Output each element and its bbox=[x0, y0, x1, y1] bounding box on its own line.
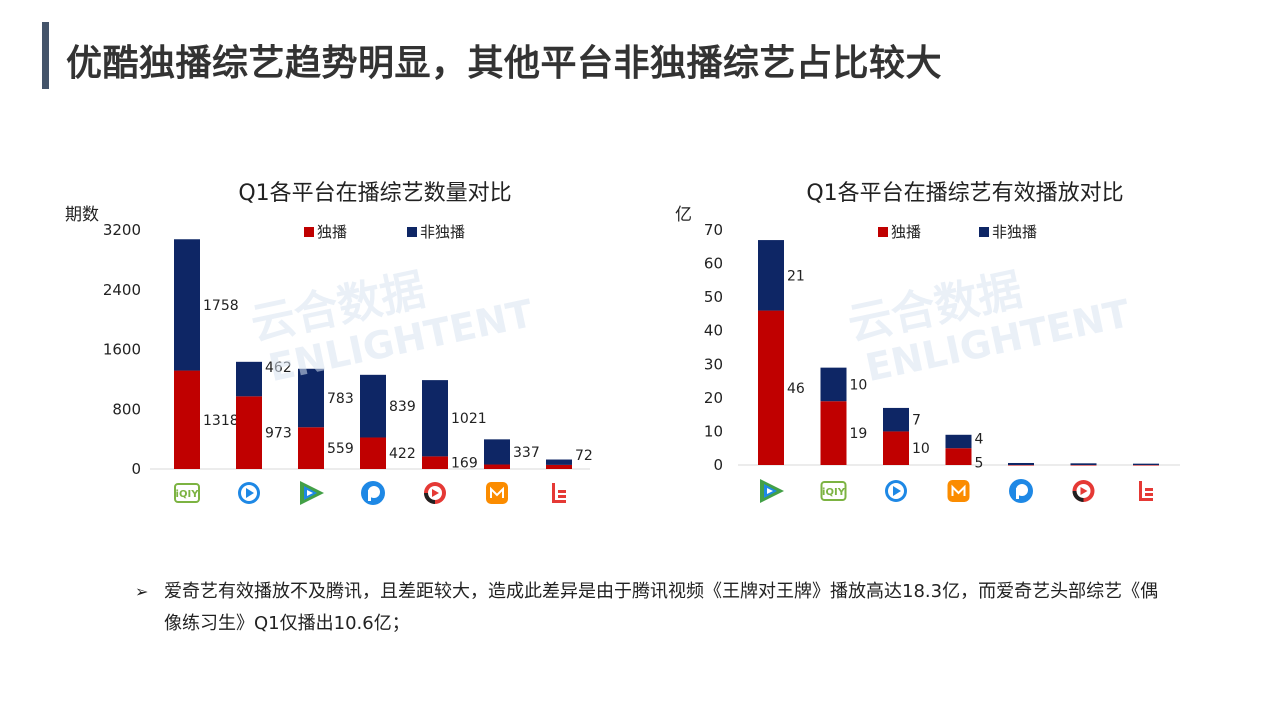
data-label: 19 bbox=[850, 426, 868, 442]
bar-non-exclusive bbox=[1008, 462, 1034, 465]
iqiyi-icon: iQIY bbox=[820, 481, 847, 501]
legend-swatch bbox=[304, 227, 314, 237]
legend-label: 独播 bbox=[317, 223, 347, 241]
bar-non-exclusive bbox=[484, 439, 510, 465]
legend-label: 非独播 bbox=[420, 223, 465, 241]
y-tick-label: 2400 bbox=[103, 281, 141, 299]
chart-title: Q1各平台在播综艺有效播放对比 bbox=[806, 181, 1123, 206]
slide-title: 优酷独播综艺趋势明显，其他平台非独播综艺占比较大 bbox=[66, 43, 943, 84]
data-label: 10 bbox=[850, 377, 868, 393]
y-tick-label: 1600 bbox=[103, 341, 141, 359]
legend-label: 独播 bbox=[891, 223, 921, 241]
legend-swatch bbox=[407, 227, 417, 237]
data-label: 462 bbox=[265, 360, 292, 376]
data-label: 4 bbox=[975, 432, 984, 448]
y-tick-label: 70 bbox=[704, 221, 723, 239]
y-tick-label: 50 bbox=[704, 288, 723, 306]
pptv-icon bbox=[1009, 479, 1033, 503]
letv-icon bbox=[552, 483, 566, 503]
data-label: 839 bbox=[389, 399, 416, 415]
bar-non-exclusive bbox=[945, 434, 972, 449]
y-tick-label: 40 bbox=[704, 322, 723, 340]
y-tick-label: 3200 bbox=[103, 221, 141, 239]
data-label: 7 bbox=[912, 413, 921, 429]
mango-tv-icon bbox=[486, 482, 508, 504]
sohu-video-icon bbox=[1072, 480, 1095, 502]
bar-non-exclusive bbox=[883, 407, 909, 432]
bar-exclusive bbox=[820, 401, 847, 465]
analysis-note: ➢ 爱奇艺有效播放不及腾讯，且差距较大，造成此差异是由于腾讯视频《王牌对王牌》播… bbox=[135, 576, 1165, 640]
bar-non-exclusive bbox=[360, 374, 386, 438]
y-tick-label: 10 bbox=[704, 422, 723, 440]
iqiyi-icon: iQIY bbox=[174, 483, 200, 503]
letv-icon bbox=[1139, 481, 1153, 501]
legend-swatch bbox=[878, 227, 888, 237]
bar-non-exclusive bbox=[1133, 463, 1159, 465]
bar-non-exclusive bbox=[1070, 463, 1097, 465]
tencent-video-icon bbox=[300, 481, 324, 505]
bar-non-exclusive bbox=[174, 239, 200, 371]
bar-non-exclusive bbox=[546, 459, 572, 465]
bar-exclusive bbox=[422, 456, 448, 469]
sohu-video-icon bbox=[424, 482, 446, 504]
data-label: 1318 bbox=[203, 413, 239, 429]
bar-non-exclusive bbox=[820, 367, 847, 402]
y-axis-unit-label: 期数 bbox=[65, 205, 99, 225]
data-label: 422 bbox=[389, 446, 416, 462]
data-label: 973 bbox=[265, 426, 292, 442]
svg-text:iQIY: iQIY bbox=[176, 489, 200, 500]
pptv-icon bbox=[361, 481, 385, 505]
bar-non-exclusive bbox=[758, 240, 784, 311]
y-tick-label: 0 bbox=[713, 456, 723, 474]
data-label: 1758 bbox=[203, 298, 239, 314]
mango-tv-icon bbox=[947, 480, 970, 502]
data-label: 559 bbox=[327, 441, 354, 457]
note-text: 爱奇艺有效播放不及腾讯，且差距较大，造成此差异是由于腾讯视频《王牌对王牌》播放高… bbox=[164, 581, 1159, 634]
bar-exclusive bbox=[546, 464, 572, 469]
bar-exclusive bbox=[360, 437, 386, 469]
title-accent-bar bbox=[42, 22, 49, 89]
y-tick-label: 0 bbox=[131, 460, 141, 478]
data-label: 46 bbox=[787, 381, 805, 397]
bar-exclusive bbox=[484, 464, 510, 469]
tencent-video-icon bbox=[760, 479, 784, 503]
y-tick-label: 30 bbox=[704, 355, 723, 373]
bar-exclusive bbox=[1070, 465, 1097, 466]
y-tick-label: 20 bbox=[704, 389, 723, 407]
data-label: 72 bbox=[575, 448, 593, 464]
youku-icon bbox=[885, 480, 907, 502]
bar-non-exclusive bbox=[236, 361, 262, 397]
data-label: 5 bbox=[975, 456, 984, 472]
chart-title: Q1各平台在播综艺数量对比 bbox=[238, 181, 511, 206]
y-tick-label: 60 bbox=[704, 255, 723, 273]
data-label: 21 bbox=[787, 268, 805, 284]
data-label: 10 bbox=[912, 441, 930, 457]
bar-exclusive bbox=[1133, 465, 1159, 466]
bar-exclusive bbox=[236, 396, 262, 469]
bar-exclusive bbox=[945, 448, 972, 465]
legend-swatch bbox=[979, 227, 989, 237]
bullet-arrow-icon: ➢ bbox=[135, 582, 149, 601]
youku-icon bbox=[238, 482, 260, 504]
bar-exclusive bbox=[758, 310, 784, 465]
data-label: 1021 bbox=[451, 411, 487, 427]
svg-text:iQIY: iQIY bbox=[822, 487, 846, 498]
bar-exclusive bbox=[298, 427, 324, 469]
y-tick-label: 800 bbox=[112, 400, 141, 418]
bar-exclusive bbox=[883, 431, 909, 465]
y-axis-unit-label: 亿 bbox=[675, 205, 692, 225]
data-label: 169 bbox=[451, 456, 478, 472]
bar-non-exclusive bbox=[422, 380, 448, 457]
legend-label: 非独播 bbox=[992, 223, 1037, 241]
bar-exclusive bbox=[174, 370, 200, 469]
bar-exclusive bbox=[1008, 465, 1034, 466]
bar-non-exclusive bbox=[298, 368, 324, 428]
data-label: 783 bbox=[327, 391, 354, 407]
data-label: 337 bbox=[513, 445, 540, 461]
